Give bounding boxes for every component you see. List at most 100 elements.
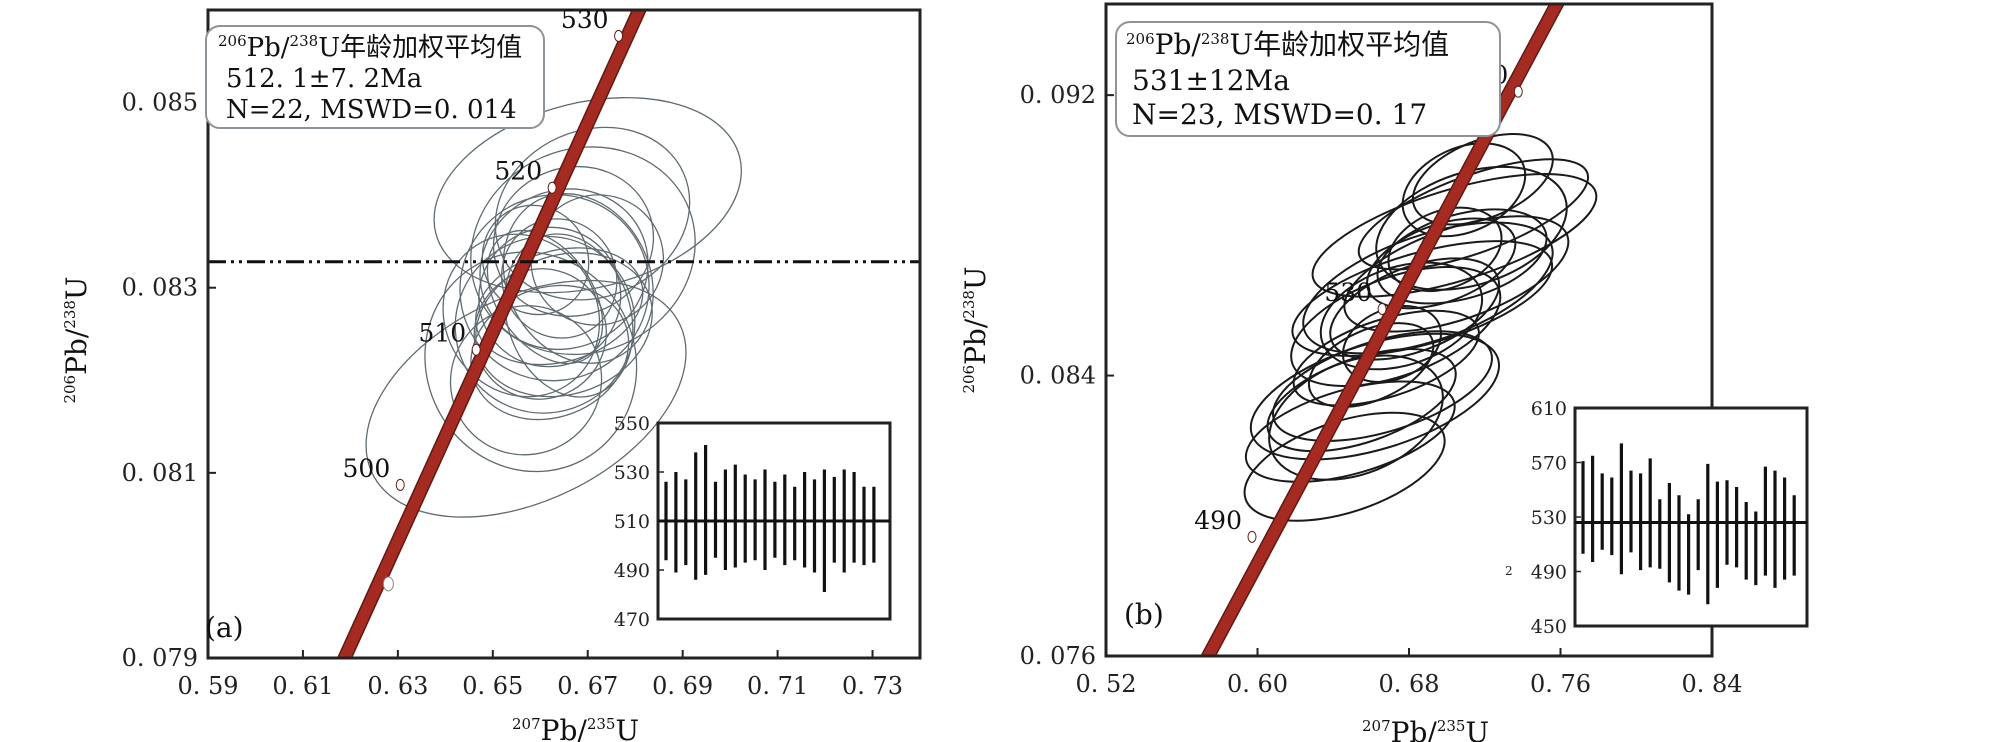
concordia-age-marker [614,29,624,42]
error-ellipse [459,194,650,382]
x-tick-label: 0. 67 [557,672,618,700]
x-tick-label: 0. 60 [1227,670,1288,698]
info-a-age: 512. 1±7. 2Ma [226,64,422,94]
concordia-curve [338,10,646,658]
error-ellipse [454,235,636,414]
panel-a-frame [206,8,922,660]
panel-b-ellipses [1243,133,1598,522]
error-ellipse [449,305,603,456]
info-b-sup1: 206 [1126,30,1155,48]
info-a-title: U年龄加权平均值 [318,33,522,63]
error-ellipse [486,229,604,365]
svg-text:206Pb/238U年龄加权平均值: 206Pb/238U年龄加权平均值 [1126,28,1449,61]
panel-b-inset: 450 490 530 570 610 2 [1505,398,1809,638]
error-ellipse [502,193,654,364]
info-a-pb: Pb/ [247,33,290,63]
error-ellipse [365,279,687,518]
error-ellipse [530,194,665,326]
panel-a-x-axis-label: 207Pb/235U [512,714,639,742]
info-b-pb: Pb/ [1155,28,1202,61]
x-tick-label: 0. 52 [1075,670,1136,698]
error-ellipse [501,218,618,339]
concordia-age-label: 490 [1194,506,1242,535]
x-tick-label: 0. 84 [1681,670,1742,698]
concordia-age-marker [547,181,557,194]
error-ellipse [1366,217,1517,310]
panel-a-x-ticks: 0. 59 0. 61 0. 63 0. 65 0. 67 0. 69 0. 71 0. 73 [177,650,903,700]
svg-text:206Pb/238U年龄加权平均值: 206Pb/238U年龄加权平均值 [218,32,522,63]
y-tick-label: 0. 085 [122,89,198,117]
concordia-age-marker [1513,85,1523,98]
error-ellipse [1268,354,1444,481]
error-ellipse [1307,322,1435,408]
concordia-curve [1201,4,1564,656]
x-tick-label: 0. 63 [367,672,428,700]
y-tick-label: 0. 079 [122,644,198,672]
panel-a-y-axis-label: 206Pb/238U [60,276,93,403]
inset-y-tick-label: 570 [1531,453,1567,475]
y-tick-label: 0. 083 [122,274,198,302]
x-tick-label: 0. 69 [652,672,713,700]
x-tick-label: 0. 76 [1530,670,1591,698]
x-tick-label: 0. 65 [462,672,523,700]
error-ellipse [1401,142,1527,238]
inset-y-tick-label: 490 [614,560,650,582]
concordia-age-label: 520 [494,157,542,186]
y-tick-label: 0. 076 [1020,642,1096,670]
inset-y-tick-label: 510 [614,511,650,533]
concordia-age-label: 530 [1324,278,1372,307]
error-ellipse [475,247,644,366]
inset-y-tick-label: 490 [1531,562,1567,584]
error-ellipse [470,146,696,356]
panel-b-x-ticks: 0. 52 0. 60 0. 68 0. 76 0. 84 [1075,648,1743,698]
inset-y-tick-label: 610 [1531,398,1567,420]
panel-a-y-ticks: 0. 079 0. 081 0. 083 0. 085 [122,89,216,672]
panel-a-inset: 470 490 510 530 550 [614,413,892,631]
inset-y-tick-label: 530 [614,462,650,484]
panel-a-concordia-labels: 500 510 520 530 [343,5,609,483]
error-ellipse [1319,261,1484,371]
error-ellipse [481,204,590,316]
concordia-dot [382,576,394,592]
x-tick-label: 0. 61 [272,672,333,700]
concordia-age-marker [471,343,481,356]
error-ellipse [424,251,638,473]
concordia-age-marker [1377,302,1387,315]
info-b-title: U年龄加权平均值 [1229,28,1449,61]
panel-a-label: (a) [205,611,244,644]
inset-y-tick-label: 530 [1531,507,1567,529]
panel-a: 0. 59 0. 61 0. 63 0. 65 0. 67 0. 69 0. 71 0. 73… [60,5,922,742]
info-b-age: 531±12Ma [1132,64,1290,97]
x-tick-label: 0. 68 [1378,670,1439,698]
info-a-stats: N=22, MSWD=0. 014 [226,95,517,125]
y-tick-label: 0. 081 [122,459,198,487]
error-ellipse [1291,240,1554,357]
concordia-age-label: 500 [343,454,391,483]
info-a-sup2: 238 [290,32,319,50]
x-tick-label: 0. 73 [842,672,903,700]
error-ellipse [433,97,743,294]
info-a-sup1: 206 [218,32,247,50]
concordia-age-marker [395,478,405,491]
concordia-age-label: 530 [561,5,609,34]
panel-a-concordia [336,10,647,658]
inset-y-tick-label: 470 [614,609,650,631]
inset-y-tick-label: 550 [614,413,650,435]
error-ellipse [494,126,691,301]
error-ellipse [1249,332,1501,461]
x-tick-label: 0. 71 [747,672,808,700]
error-ellipse [1329,257,1501,361]
panel-a-info-box: 206Pb/238U年龄加权平均值 512. 1±7. 2Ma N=22, MS… [205,25,545,129]
error-ellipse [1311,173,1598,298]
x-tick-label: 0. 59 [177,672,238,700]
y-tick-label: 0. 092 [1020,81,1096,109]
error-ellipse [1411,133,1554,226]
panel-b-y-ticks: 0. 076 0. 084 0. 092 [1020,81,1114,670]
info-b-sup2: 238 [1201,30,1230,48]
error-ellipse [1387,206,1503,293]
y-tick-label: 0. 084 [1020,362,1096,390]
error-ellipse [1302,221,1554,355]
panel-b-label: (b) [1124,598,1164,631]
